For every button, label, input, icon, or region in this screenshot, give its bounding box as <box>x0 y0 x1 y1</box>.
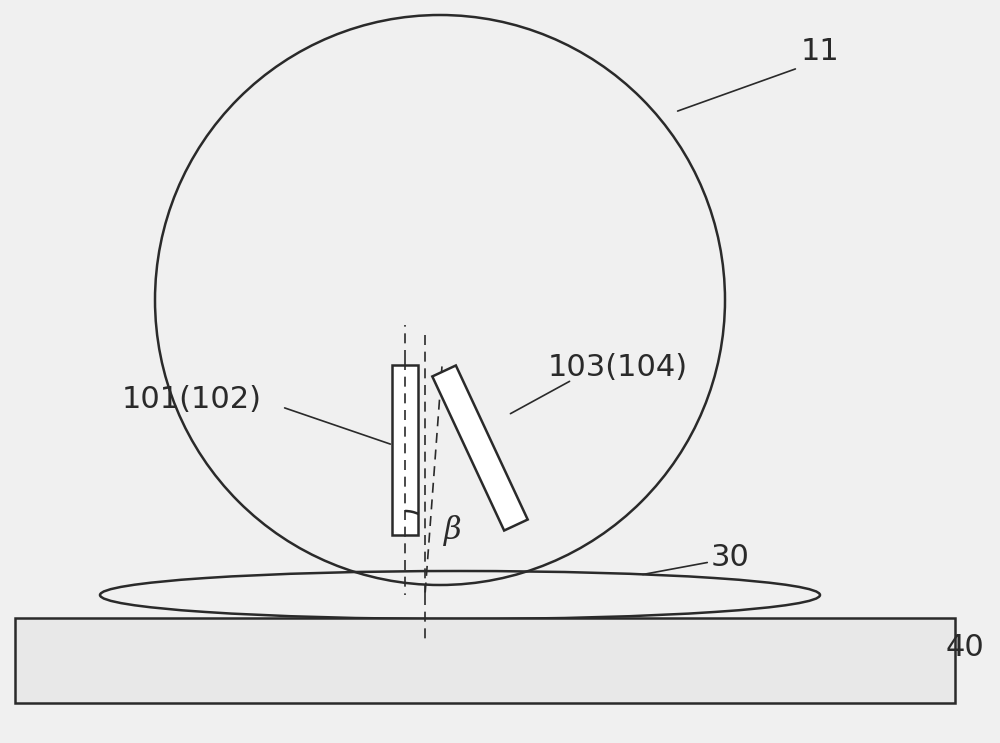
Text: β: β <box>444 514 462 545</box>
Bar <box>15 618 955 703</box>
Text: 103(104): 103(104) <box>548 354 688 383</box>
Text: 40: 40 <box>946 634 984 663</box>
Polygon shape <box>432 366 528 531</box>
Bar <box>392 365 418 535</box>
Text: 11: 11 <box>801 37 839 67</box>
Text: 30: 30 <box>711 543 749 573</box>
Text: 101(102): 101(102) <box>122 386 262 415</box>
